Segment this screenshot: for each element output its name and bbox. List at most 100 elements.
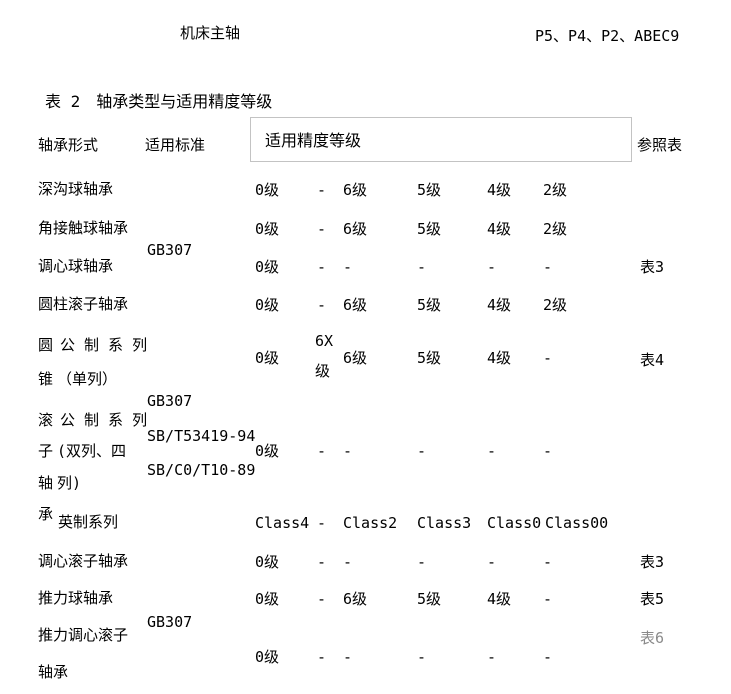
grade-cell: - bbox=[317, 553, 327, 571]
row-label-deep-groove-ball: 深沟球轴承 bbox=[38, 180, 114, 198]
tapered-roller-vertical-char: 子 bbox=[38, 442, 54, 460]
tapered-roller-vertical-char: 圆 bbox=[38, 336, 54, 354]
grade-cell: 0级 bbox=[255, 220, 280, 238]
grade-cell: - bbox=[317, 296, 327, 314]
grade-cell: 4级 bbox=[487, 349, 512, 367]
grade-cell: 0级 bbox=[255, 349, 280, 367]
grade-cell: 2级 bbox=[543, 220, 568, 238]
grade-cell: 5级 bbox=[417, 220, 442, 238]
row-label-self-aligning-roller: 调心滚子轴承 bbox=[38, 552, 129, 570]
grade-cell: - bbox=[543, 349, 553, 367]
grade-cell: - bbox=[543, 648, 553, 666]
row-label-metric-single-line2: （单列） bbox=[57, 370, 118, 388]
row-label-thrust-ball: 推力球轴承 bbox=[38, 589, 114, 607]
grade-cell: 5级 bbox=[417, 181, 442, 199]
grade-cell: 4级 bbox=[487, 296, 512, 314]
row-label-metric-multi-line3: 列) bbox=[57, 474, 82, 492]
row-label-thrust-self-aligning-line2: 轴承 bbox=[38, 663, 69, 681]
reference-cell: 表3 bbox=[640, 553, 665, 571]
standard-tapered-line3: SB/C0/T10-89 bbox=[147, 461, 256, 479]
grade-cell: 6级 bbox=[343, 349, 368, 367]
grade-cell: - bbox=[417, 553, 427, 571]
grade-cell: 4级 bbox=[487, 220, 512, 238]
reference-cell: 表6 bbox=[640, 629, 665, 647]
grade-cell: - bbox=[317, 590, 327, 608]
column-header-standard: 适用标准 bbox=[145, 136, 206, 154]
grade-cell: 0级 bbox=[255, 258, 280, 276]
grade-cell: Class00 bbox=[545, 514, 609, 532]
grade-cell-6x-line2: 级 bbox=[315, 362, 331, 380]
grade-cell: - bbox=[487, 258, 497, 276]
grade-cell: - bbox=[487, 648, 497, 666]
standard-ball-group: GB307 bbox=[147, 241, 193, 259]
grade-cell: - bbox=[343, 648, 353, 666]
grade-cell: 0级 bbox=[255, 590, 280, 608]
grade-cell: - bbox=[343, 258, 353, 276]
standard-thrust-group: GB307 bbox=[147, 613, 193, 631]
tapered-roller-vertical-char: 锥 bbox=[38, 370, 54, 388]
grade-cell: - bbox=[317, 514, 327, 532]
grade-cell: - bbox=[543, 442, 553, 460]
standard-tapered-line1: GB307 bbox=[147, 392, 193, 410]
grade-cell: 6级 bbox=[343, 220, 368, 238]
grade-cell: - bbox=[417, 258, 427, 276]
row-label-thrust-self-aligning-line1: 推力调心滚子 bbox=[38, 626, 129, 644]
grade-cell: - bbox=[487, 442, 497, 460]
grade-cell: Class4 bbox=[255, 514, 310, 532]
grade-cell: 0级 bbox=[255, 553, 280, 571]
grade-cell: 0级 bbox=[255, 181, 280, 199]
column-header-form: 轴承形式 bbox=[38, 136, 99, 154]
reference-cell: 表4 bbox=[640, 351, 665, 369]
grade-cell: 5级 bbox=[417, 296, 442, 314]
grade-cell: Class3 bbox=[417, 514, 472, 532]
grade-cell: 6级 bbox=[343, 296, 368, 314]
column-header-reference: 参照表 bbox=[637, 136, 683, 154]
grade-cell: 0级 bbox=[255, 442, 280, 460]
grade-cell: - bbox=[543, 258, 553, 276]
grade-cell: 5级 bbox=[417, 590, 442, 608]
grade-cell: 5级 bbox=[417, 349, 442, 367]
tapered-roller-vertical-char: 滚 bbox=[38, 411, 54, 429]
tapered-roller-vertical-char: 轴 bbox=[38, 474, 54, 492]
grade-cell: - bbox=[417, 442, 427, 460]
grade-cell: - bbox=[317, 258, 327, 276]
row-label-angular-contact-ball: 角接触球轴承 bbox=[38, 219, 129, 237]
row-label-metric-multi-line2: (双列、四 bbox=[57, 442, 127, 460]
grade-cell: - bbox=[317, 220, 327, 238]
doc-header-right: P5、P4、P2、ABEC9 bbox=[535, 27, 680, 45]
grade-cell: - bbox=[317, 442, 327, 460]
reference-cell: 表5 bbox=[640, 590, 665, 608]
grade-cell: 2级 bbox=[543, 296, 568, 314]
grade-cell: 6级 bbox=[343, 181, 368, 199]
grade-cell: - bbox=[317, 181, 327, 199]
grade-cell: 4级 bbox=[487, 590, 512, 608]
row-label-inch-series: 英制系列 bbox=[58, 513, 119, 531]
grade-cell: - bbox=[343, 442, 353, 460]
row-label-cylindrical-roller: 圆柱滚子轴承 bbox=[38, 295, 129, 313]
grade-cell: 6级 bbox=[343, 590, 368, 608]
grade-cell: - bbox=[543, 553, 553, 571]
row-label-metric-single-line1: 公 制 系 列 bbox=[60, 336, 148, 354]
grade-cell: 0级 bbox=[255, 296, 280, 314]
row-label-metric-multi-line1: 公 制 系 列 bbox=[60, 411, 148, 429]
grade-cell: Class0 bbox=[487, 514, 542, 532]
tapered-roller-vertical-char: 承 bbox=[38, 505, 54, 523]
doc-header-left: 机床主轴 bbox=[180, 24, 241, 42]
grade-cell: 2级 bbox=[543, 181, 568, 199]
grade-cell: 4级 bbox=[487, 181, 512, 199]
row-label-self-aligning-ball: 调心球轴承 bbox=[38, 257, 114, 275]
reference-cell: 表3 bbox=[640, 258, 665, 276]
grade-cell: - bbox=[317, 648, 327, 666]
column-header-grade: 适用精度等级 bbox=[265, 131, 362, 150]
grade-cell: 0级 bbox=[255, 648, 280, 666]
grade-cell: Class2 bbox=[343, 514, 398, 532]
table-title: 表 2 轴承类型与适用精度等级 bbox=[45, 92, 273, 111]
standard-tapered-line2: SB/T53419-94 bbox=[147, 427, 256, 445]
grade-cell: - bbox=[417, 648, 427, 666]
grade-cell: - bbox=[543, 590, 553, 608]
grade-header-field[interactable]: 适用精度等级 bbox=[250, 117, 632, 162]
grade-cell: - bbox=[487, 553, 497, 571]
grade-cell: - bbox=[343, 553, 353, 571]
grade-cell-6x-line1: 6X bbox=[315, 332, 334, 350]
